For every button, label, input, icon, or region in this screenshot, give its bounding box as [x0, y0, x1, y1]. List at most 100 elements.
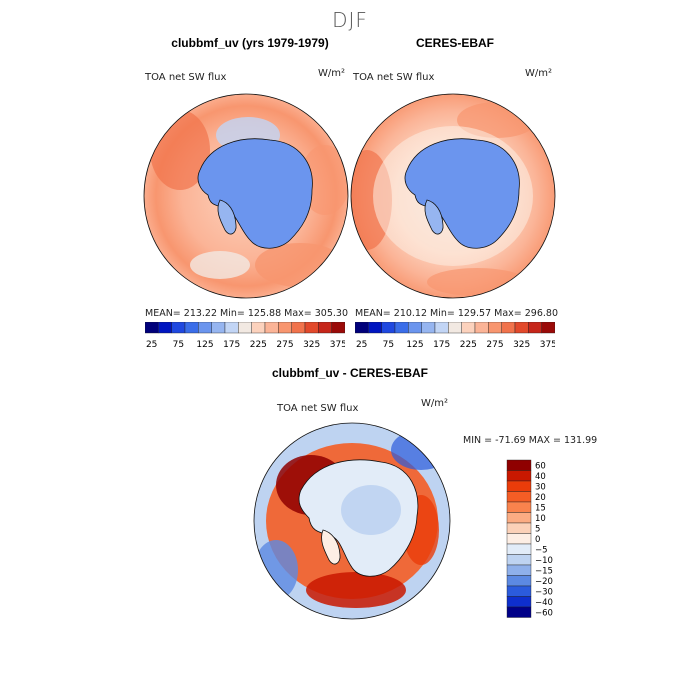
colorbar-obs: 25 75 125 175 225 275 325 375	[354, 321, 557, 350]
diff-units: W/m²	[421, 398, 449, 409]
colorbar-cell	[506, 596, 532, 608]
colorbar-cell	[421, 321, 436, 334]
colorbar-cell	[368, 321, 382, 334]
colorbar-tick-label: −60	[535, 608, 553, 618]
colorbar-cell	[528, 321, 542, 334]
colorbar-cell	[501, 321, 516, 334]
colorbar-model: 25 75 125 175 225 275 325 375	[144, 321, 347, 350]
colorbar-cell	[514, 321, 529, 334]
panel-obs-map	[347, 90, 559, 302]
colorbar-tick-label: 40	[535, 472, 546, 482]
diff-negative-region	[254, 540, 298, 600]
colorbar-cell	[506, 585, 532, 597]
colorbar-cell	[238, 321, 252, 334]
colorbar-cell	[506, 575, 532, 587]
obs-high-region	[427, 268, 527, 296]
colorbar-tick-label: 375	[540, 340, 555, 350]
colorbar-tick-label: 20	[535, 493, 546, 503]
colorbar-tick-label: −5	[535, 545, 548, 555]
colorbar-cell	[474, 321, 489, 334]
colorbar-cell	[251, 321, 266, 334]
model-high-region	[255, 243, 345, 287]
colorbar-cell	[354, 321, 369, 334]
colorbar-tick-label: −20	[535, 577, 553, 587]
season-title: DJF	[332, 8, 368, 32]
colorbar-tick-label: 375	[330, 340, 345, 350]
colorbar-tick-label: 60	[535, 461, 546, 471]
colorbar-cell	[158, 321, 172, 334]
colorbar-model-svg: 25 75 125 175 225 275 325 375	[144, 321, 347, 350]
diff-map	[251, 420, 453, 622]
colorbar-tick-label: 175	[433, 340, 450, 350]
panel-obs-units: W/m²	[525, 68, 553, 79]
colorbar-cell	[506, 543, 532, 555]
colorbar-tick-label: 275	[486, 340, 503, 350]
colorbar-tick-label: 125	[196, 340, 213, 350]
diff-title: clubbmf_uv - CERES-EBAF	[271, 366, 428, 380]
colorbar-cell	[448, 321, 462, 334]
colorbar-cell	[506, 533, 532, 545]
colorbar-tick-label: 25	[146, 340, 157, 350]
colorbar-cell	[506, 564, 532, 576]
colorbar-tick-label: 325	[303, 340, 320, 350]
panel-model-stats: MEAN= 213.22 Min= 125.88 Max= 305.30	[145, 308, 349, 319]
antarctica-outline	[404, 138, 520, 249]
colorbar-tick-label: 75	[173, 340, 184, 350]
model-low-region	[190, 251, 250, 279]
colorbar-cell	[224, 321, 239, 334]
panel-obs-stats: MEAN= 210.12 Min= 129.57 Max= 296.80	[355, 308, 559, 319]
colorbar-tick-label: 0	[535, 535, 540, 545]
colorbar-cell	[488, 321, 502, 334]
diff-map-svg	[253, 422, 451, 620]
colorbar-cell	[506, 480, 532, 492]
colorbar-cell	[184, 321, 199, 334]
colorbar-tick-label: −40	[535, 598, 553, 608]
map-boundary	[143, 93, 349, 299]
colorbar-cell	[506, 522, 532, 534]
colorbar-cell	[331, 321, 346, 334]
colorbar-tick-label: 10	[535, 514, 546, 524]
colorbar-cell	[506, 470, 532, 482]
colorbar-tick-label: −15	[535, 566, 553, 576]
colorbar-tick-label: 225	[460, 340, 477, 350]
colorbar-cell	[381, 321, 396, 334]
model-map-svg	[143, 93, 349, 299]
colorbar-cell	[278, 321, 292, 334]
colorbar-tick-label: 125	[406, 340, 423, 350]
colorbar-cell	[506, 554, 532, 566]
colorbar-tick-label: −30	[535, 587, 553, 597]
antarctic-peninsula	[424, 199, 444, 235]
model-high-region	[300, 145, 348, 215]
colorbar-cell	[144, 321, 159, 334]
colorbar-obs-svg: 25 75 125 175 225 275 325 375	[354, 321, 557, 350]
colorbar-tick-label: −10	[535, 556, 553, 566]
colorbar-diff: 60 40 30 20 15 10 5 0 −5 −10 −15 −20 −30 −40 −60	[505, 458, 565, 624]
colorbar-cell	[506, 501, 532, 513]
panel-obs-variable: TOA net SW flux	[353, 72, 435, 83]
colorbar-tick-label: 75	[383, 340, 394, 350]
colorbar-tick-label: 275	[276, 340, 293, 350]
colorbar-tick-label: 175	[223, 340, 240, 350]
colorbar-cell	[461, 321, 476, 334]
obs-map-svg	[350, 93, 556, 299]
diff-variable: TOA net SW flux	[277, 403, 359, 414]
antarctic-peninsula	[321, 529, 341, 565]
colorbar-cell	[211, 321, 226, 334]
colorbar-cell	[408, 321, 422, 334]
colorbar-tick-label: 15	[535, 503, 546, 513]
colorbar-cell	[506, 491, 532, 503]
colorbar-cell	[541, 321, 556, 334]
panel-model-title: clubbmf_uv (yrs 1979-1979)	[171, 36, 329, 50]
colorbar-cell	[394, 321, 409, 334]
colorbar-tick-label: 225	[250, 340, 267, 350]
diff-stats: MIN = -71.69 MAX = 131.99	[463, 435, 598, 446]
colorbar-cell	[304, 321, 319, 334]
colorbar-tick-label: 325	[513, 340, 530, 350]
colorbar-tick-label: 25	[356, 340, 367, 350]
colorbar-cell	[318, 321, 332, 334]
antarctic-peninsula	[217, 199, 237, 235]
panel-model-units: W/m²	[318, 68, 346, 79]
panel-obs-title: CERES-EBAF	[415, 36, 494, 50]
colorbar-cell	[506, 459, 532, 471]
